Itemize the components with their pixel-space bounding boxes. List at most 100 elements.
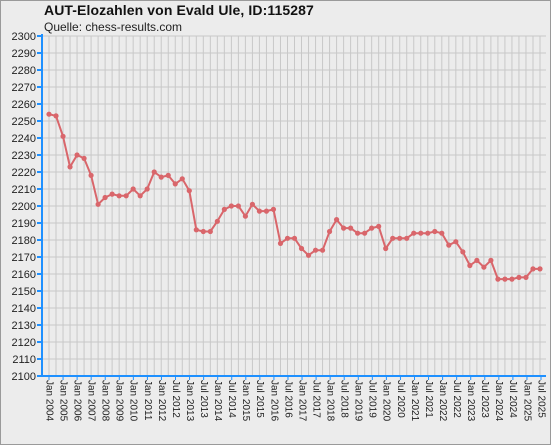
data-point: [109, 191, 115, 197]
data-point: [425, 230, 431, 236]
data-point: [537, 266, 543, 272]
data-point: [411, 230, 417, 236]
data-point: [432, 228, 438, 235]
data-point: [298, 245, 305, 252]
data-point: [151, 169, 157, 175]
data-point: [495, 276, 501, 282]
x-tick-label: Jan 2007: [86, 380, 97, 422]
data-point: [348, 225, 354, 231]
data-point: [376, 223, 382, 229]
x-tick-label: Jan 2004: [43, 380, 54, 422]
data-point: [228, 203, 234, 209]
data-point: [341, 225, 347, 231]
y-tick-label: 2160: [12, 269, 36, 281]
data-point: [235, 203, 241, 209]
data-point: [95, 201, 101, 207]
data-point: [172, 181, 178, 187]
y-tick-label: 2190: [12, 218, 36, 230]
y-tick-label: 2240: [12, 133, 36, 145]
data-point: [200, 228, 206, 235]
data-point: [88, 172, 94, 178]
data-point: [460, 249, 466, 255]
x-tick-label: Jan 2016: [268, 380, 279, 422]
data-point: [242, 213, 248, 219]
x-tick-label: Jan 2011: [142, 380, 153, 421]
data-point: [305, 252, 312, 258]
y-tick-label: 2150: [12, 286, 36, 298]
data-point: [74, 152, 80, 158]
data-point: [383, 245, 389, 252]
data-point: [123, 193, 129, 199]
y-tick-label: 2270: [12, 82, 36, 94]
y-tick-label: 2200: [12, 201, 36, 213]
data-point: [130, 186, 136, 192]
data-point: [390, 235, 396, 241]
x-tick-label: Jan 2017: [296, 380, 307, 422]
data-point: [502, 276, 508, 282]
data-point: [439, 230, 445, 236]
x-tick-label: Jul 2012: [170, 380, 181, 418]
data-point: [355, 230, 361, 236]
x-tick-label: Jan 2024: [493, 380, 504, 422]
data-point: [467, 262, 473, 269]
y-tick-label: 2250: [12, 116, 36, 128]
x-tick-label: Jan 2023: [465, 380, 476, 422]
chart-title: AUT-Elozahlen von Evald Ule, ID:115287: [44, 2, 314, 18]
data-point: [67, 164, 73, 170]
y-tick-label: 2290: [12, 48, 36, 60]
x-tick-label: Jan 2018: [325, 380, 336, 422]
data-point: [530, 266, 536, 272]
data-point: [193, 227, 199, 233]
x-tick-label: Jan 2020: [381, 380, 392, 422]
y-tick-label: 2220: [12, 167, 36, 179]
data-point: [277, 240, 284, 246]
x-tick-label: Jan 2012: [156, 380, 167, 422]
y-tick-label: 2280: [12, 65, 36, 77]
x-tick-label: Jul 2016: [282, 380, 293, 418]
data-point: [263, 208, 270, 214]
x-tick-label: Jan 2021: [409, 380, 420, 422]
data-point: [369, 225, 375, 231]
y-tick-label: 2120: [12, 337, 36, 349]
data-point: [158, 174, 164, 180]
y-tick-label: 2110: [12, 354, 36, 366]
data-point: [221, 206, 227, 212]
data-point: [397, 235, 403, 241]
x-tick-label: Jul 2014: [226, 380, 237, 418]
data-point: [446, 242, 452, 248]
x-tick-label: Jan 2019: [353, 380, 364, 422]
data-point: [319, 247, 326, 253]
x-tick-label: Jul 2013: [198, 380, 209, 418]
x-tick-label: Jan 2009: [114, 380, 125, 422]
data-point: [165, 172, 171, 178]
data-point: [186, 188, 192, 194]
x-tick-label: Jul 2021: [423, 380, 434, 418]
y-tick-label: 2130: [12, 320, 36, 332]
x-tick-label: Jan 2015: [240, 380, 251, 422]
data-point: [291, 235, 298, 241]
data-point: [481, 264, 487, 270]
y-tick-label: 2210: [12, 184, 36, 196]
data-point: [116, 193, 122, 199]
data-point: [312, 247, 319, 253]
x-tick-label: Jan 2014: [212, 380, 223, 422]
x-tick-label: Jul 2018: [339, 380, 350, 418]
x-tick-label: Jan 2025: [521, 380, 532, 422]
x-tick-label: Jul 2024: [507, 380, 518, 418]
x-tick-label: Jul 2025: [535, 380, 546, 418]
data-point: [509, 276, 515, 282]
y-tick-label: 2260: [12, 99, 36, 111]
data-point: [488, 257, 494, 263]
data-point: [474, 257, 480, 263]
x-tick-label: Jan 2022: [437, 380, 448, 422]
data-point: [523, 274, 529, 280]
data-point: [284, 235, 291, 241]
data-point: [362, 230, 368, 236]
data-point: [256, 208, 263, 214]
data-point: [404, 235, 410, 241]
data-point: [453, 239, 459, 245]
data-point: [81, 155, 87, 161]
data-point: [60, 133, 66, 139]
data-point: [418, 230, 424, 236]
